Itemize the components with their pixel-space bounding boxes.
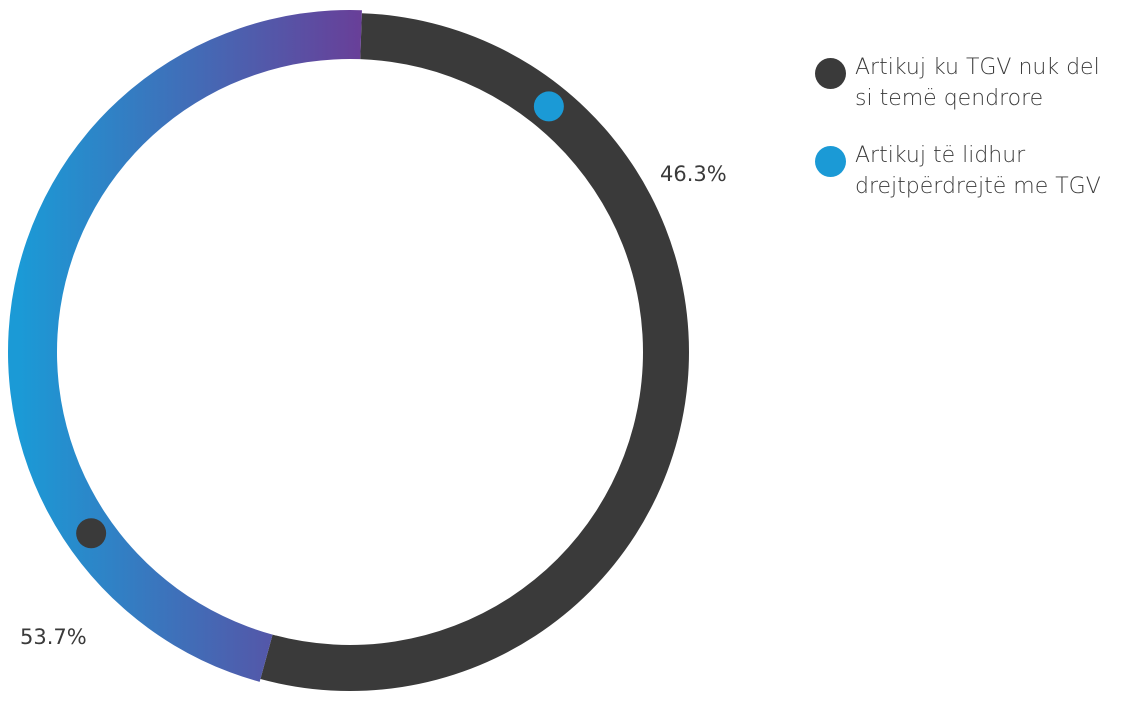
marker-dot-0 xyxy=(76,518,107,549)
legend-label-0: Artikuj ku TGV nuk del si temë qendrore xyxy=(855,55,1100,111)
legend-swatch-dark xyxy=(815,58,846,89)
value-label-blue: 46.3% xyxy=(660,162,727,186)
donut-chart: 53.7% 46.3% xyxy=(7,10,727,692)
legend-label-1: Artikuj të lidhur drejtpërdrejtë me TGV xyxy=(855,143,1101,199)
value-label-dark: 53.7% xyxy=(20,625,87,649)
legend-item-1: Artikuj të lidhur drejtpërdrejtë me TGV xyxy=(815,140,1115,202)
slice-gradient xyxy=(7,10,362,682)
legend: Artikuj ku TGV nuk del si temë qendrore … xyxy=(815,52,1115,228)
legend-swatch-blue xyxy=(815,146,846,177)
legend-item-0: Artikuj ku TGV nuk del si temë qendrore xyxy=(815,52,1115,114)
slice-dark xyxy=(260,13,689,692)
marker-dot-1 xyxy=(533,91,564,122)
